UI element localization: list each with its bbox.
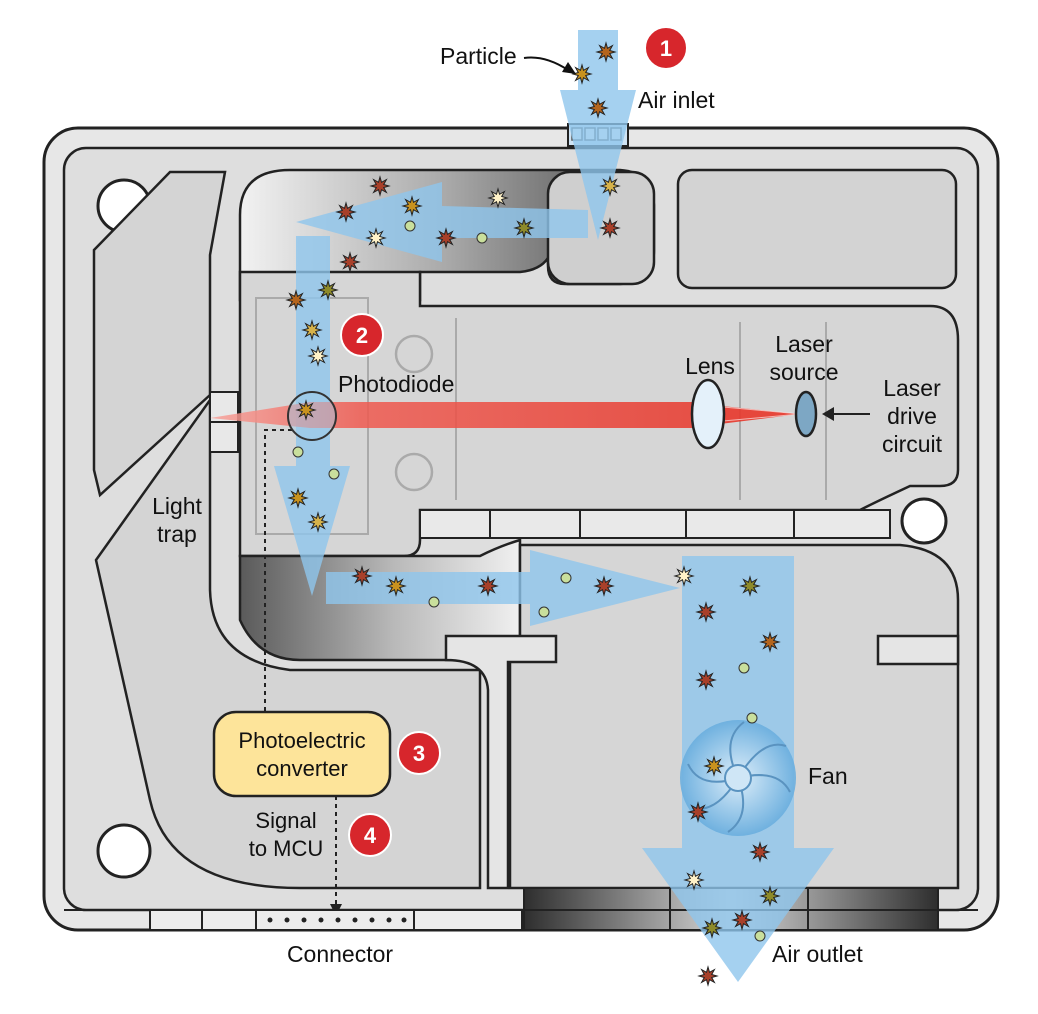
particle-dot bbox=[738, 662, 750, 674]
particle-star-icon bbox=[701, 917, 723, 939]
particle-star-icon bbox=[301, 319, 323, 341]
lower-airflow-arrow bbox=[326, 550, 680, 626]
photoelectric-label-line1: Photoelectric bbox=[238, 728, 365, 753]
signal-label-line1: Signal bbox=[255, 808, 316, 833]
particle-star-icon bbox=[683, 869, 705, 891]
light-trap-label-line1: Light bbox=[152, 493, 202, 519]
particle-star-icon bbox=[295, 399, 317, 421]
mounting-hole-right bbox=[900, 497, 948, 545]
step-number-2: 2 bbox=[356, 323, 368, 348]
particle-star-icon bbox=[369, 175, 391, 197]
air-inlet-label: Air inlet bbox=[638, 87, 715, 113]
laser-drive-label-line3: circuit bbox=[882, 431, 943, 457]
particle-star-icon bbox=[285, 289, 307, 311]
particle-dot bbox=[292, 446, 304, 458]
particle-star-icon bbox=[599, 217, 621, 239]
particle-star-icon bbox=[695, 601, 717, 623]
fan-icon bbox=[680, 720, 796, 836]
connector-pins-icon bbox=[267, 917, 407, 923]
step-number-1: 1 bbox=[660, 36, 672, 61]
lens-icon bbox=[690, 378, 726, 450]
particle-star-icon bbox=[673, 565, 695, 587]
connector-label: Connector bbox=[287, 941, 393, 967]
particle-star-icon bbox=[759, 885, 781, 907]
photoelectric-converter: Photoelectric converter bbox=[212, 710, 392, 798]
inlet-airflow-arrow bbox=[560, 30, 636, 240]
photodiode-label: Photodiode bbox=[338, 371, 454, 397]
particle-label: Particle bbox=[440, 43, 517, 69]
laser-source-label-line2: source bbox=[769, 359, 838, 385]
particle-dot bbox=[560, 572, 572, 584]
top-right-block bbox=[676, 168, 958, 290]
signal-path bbox=[264, 429, 337, 906]
particle-star-icon bbox=[351, 565, 373, 587]
step-badge-4: 4 bbox=[348, 813, 392, 857]
particle-star-icon bbox=[599, 175, 621, 197]
step-badge-1: 1 bbox=[644, 26, 688, 70]
laser-drive-label-line1: Laser bbox=[883, 375, 941, 401]
particle-star-icon bbox=[739, 575, 761, 597]
particle-dot bbox=[538, 606, 550, 618]
top-airflow-arrow bbox=[296, 182, 588, 262]
particle-dot bbox=[746, 712, 758, 724]
step-badge-2: 2 bbox=[340, 313, 384, 357]
particle-star-icon bbox=[339, 251, 361, 273]
laser-source-label-line1: Laser bbox=[775, 331, 833, 357]
particle-star-icon bbox=[307, 511, 329, 533]
particle-star-icon bbox=[695, 669, 717, 691]
particle-star-icon bbox=[759, 631, 781, 653]
particle-dot bbox=[328, 468, 340, 480]
particle-star-icon bbox=[703, 755, 725, 777]
particle-dot bbox=[476, 232, 488, 244]
air-outlet-label: Air outlet bbox=[772, 941, 863, 967]
particle-star-icon bbox=[435, 227, 457, 249]
step-badge-3: 3 bbox=[397, 731, 441, 775]
signal-label-line2: to MCU bbox=[249, 836, 324, 861]
laser-drive-label-line2: drive bbox=[887, 403, 937, 429]
particle-star-icon bbox=[287, 487, 309, 509]
mounting-hole-bottom-left bbox=[96, 823, 152, 879]
particle-star-icon bbox=[317, 279, 339, 301]
particle-star-icon bbox=[593, 575, 615, 597]
particles bbox=[285, 41, 781, 987]
particle-dot bbox=[428, 596, 440, 608]
particle-star-icon bbox=[401, 195, 423, 217]
lens-label: Lens bbox=[685, 353, 735, 379]
particle-star-icon bbox=[513, 217, 535, 239]
particle-star-icon bbox=[385, 575, 407, 597]
particle-star-icon bbox=[571, 63, 593, 85]
connector bbox=[255, 909, 415, 931]
particle-dot bbox=[754, 930, 766, 942]
particle-star-icon bbox=[595, 41, 617, 63]
particle-star-icon bbox=[697, 965, 719, 987]
particle-star-icon bbox=[587, 97, 609, 119]
light-trap-label-line2: trap bbox=[157, 521, 197, 547]
laser-drive-arrow bbox=[822, 407, 870, 421]
fan-label: Fan bbox=[808, 763, 848, 789]
particle-pointer bbox=[523, 56, 576, 74]
particle-dot bbox=[404, 220, 416, 232]
particle-star-icon bbox=[687, 801, 709, 823]
particle-star-icon bbox=[477, 575, 499, 597]
particle-star-icon bbox=[749, 841, 771, 863]
laser-source-icon bbox=[794, 390, 818, 438]
step-number-4: 4 bbox=[364, 823, 377, 848]
photoelectric-label-line2: converter bbox=[256, 756, 348, 781]
particle-star-icon bbox=[307, 345, 329, 367]
particle-star-icon bbox=[335, 201, 357, 223]
step-number-3: 3 bbox=[413, 741, 425, 766]
particle-star-icon bbox=[731, 909, 753, 931]
particle-star-icon bbox=[365, 227, 387, 249]
particle-star-icon bbox=[487, 187, 509, 209]
